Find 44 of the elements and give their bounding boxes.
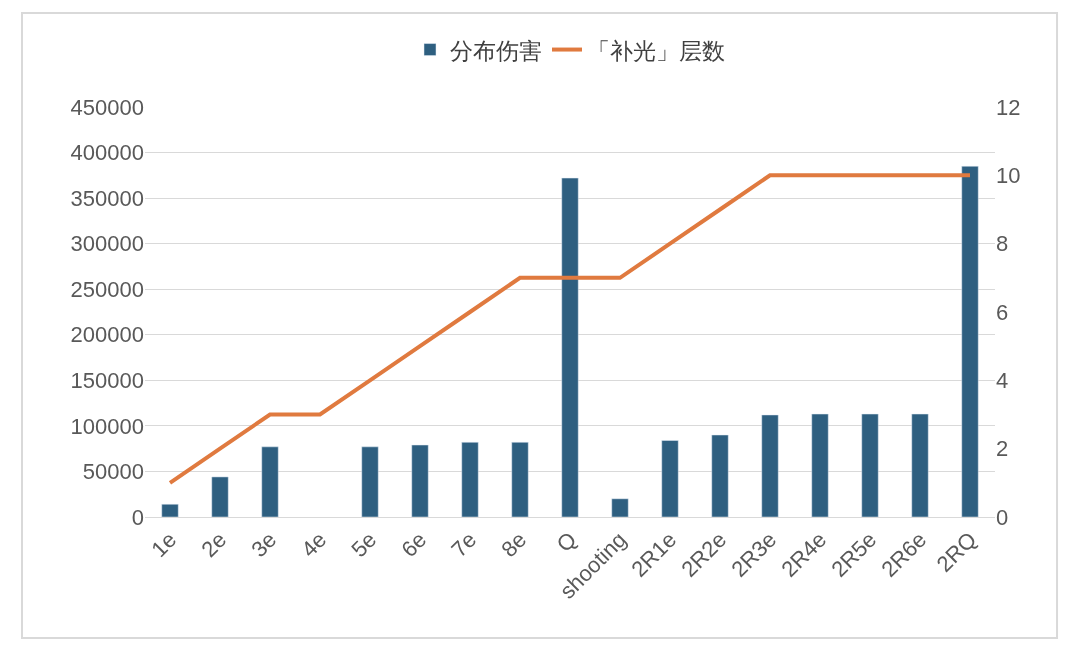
y-tick-label: 0: [131, 504, 144, 530]
bar: [811, 413, 829, 517]
bar: [361, 446, 379, 517]
y-tick-label: 50000: [82, 459, 144, 485]
bar: [961, 165, 979, 517]
y-tick-label: 200000: [70, 322, 144, 348]
y-tick-label: 400000: [70, 140, 144, 166]
bar: [761, 414, 779, 517]
y-tick-label: 100000: [70, 413, 144, 439]
y2-tick-label: 8: [996, 231, 1009, 257]
y-tick-label: 250000: [70, 276, 144, 302]
x-tick-label: 3e: [246, 527, 282, 563]
bar: [261, 446, 279, 517]
bar: [911, 413, 929, 517]
legend-label: 「补光」层数: [587, 37, 725, 64]
bar: [661, 440, 679, 517]
bar: [561, 177, 579, 517]
legend-label: 分布伤害: [450, 37, 542, 64]
x-tick-label: 1e: [146, 527, 182, 563]
x-tick-label: 5e: [346, 527, 382, 563]
bar: [461, 442, 479, 517]
x-tick-label: 7e: [446, 527, 482, 563]
bar: [861, 413, 879, 517]
x-tick-label: 6e: [396, 527, 432, 563]
bar: [611, 498, 629, 517]
x-tick-label: 2e: [196, 527, 232, 563]
bar: [411, 444, 429, 517]
y2-tick-label: 4: [996, 368, 1009, 394]
x-tick-label: 4e: [296, 527, 332, 563]
y2-tick-label: 12: [996, 94, 1021, 120]
bar: [511, 442, 529, 517]
y2-tick-label: 0: [996, 504, 1009, 530]
y2-tick-label: 6: [996, 299, 1009, 325]
x-tick-label: 8e: [496, 527, 532, 563]
y-tick-label: 350000: [70, 185, 144, 211]
line-series: [168, 173, 972, 485]
y-tick-label: 150000: [70, 368, 144, 394]
bar: [211, 476, 229, 517]
y-tick-label: 300000: [70, 231, 144, 257]
bar: [161, 503, 179, 517]
y2-tick-label: 2: [996, 436, 1009, 462]
y2-tick-label: 10: [996, 163, 1021, 189]
bar: [711, 434, 729, 517]
y-tick-label: 450000: [70, 94, 144, 120]
